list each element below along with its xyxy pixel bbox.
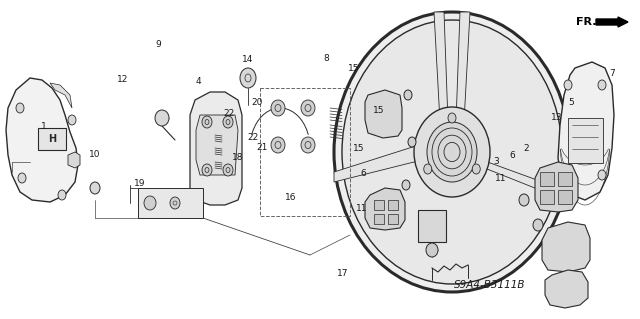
Ellipse shape (598, 170, 606, 180)
Ellipse shape (271, 137, 285, 153)
Ellipse shape (58, 190, 66, 200)
Ellipse shape (223, 164, 233, 176)
Bar (260, 88, 350, 216)
Text: 22: 22 (223, 109, 235, 118)
Ellipse shape (18, 173, 26, 183)
Bar (138, 188, 203, 218)
Text: 11: 11 (495, 174, 507, 183)
Text: 6: 6 (509, 151, 515, 160)
Bar (568, 118, 603, 163)
Text: 13: 13 (551, 113, 563, 122)
Text: 14: 14 (242, 55, 253, 63)
Text: 11: 11 (356, 204, 367, 213)
Ellipse shape (240, 68, 256, 88)
Polygon shape (434, 12, 448, 122)
Text: S9A4-B3111B: S9A4-B3111B (454, 280, 525, 290)
Polygon shape (68, 152, 80, 168)
Text: 8: 8 (324, 54, 329, 63)
Text: 5: 5 (568, 98, 573, 107)
Text: 10: 10 (89, 150, 100, 159)
Ellipse shape (342, 20, 562, 284)
Ellipse shape (424, 164, 432, 174)
Text: 20: 20 (252, 98, 263, 107)
Polygon shape (365, 188, 405, 230)
Ellipse shape (144, 196, 156, 210)
Text: 9: 9 (156, 40, 161, 48)
Text: 6: 6 (361, 169, 366, 178)
Ellipse shape (533, 219, 543, 231)
Bar (558, 190, 572, 204)
Bar (418, 210, 446, 242)
Bar (540, 190, 554, 204)
Text: FR.: FR. (576, 17, 596, 27)
Text: 2: 2 (524, 144, 529, 153)
Ellipse shape (426, 243, 438, 257)
Text: 1: 1 (41, 122, 46, 130)
Text: 15: 15 (373, 106, 385, 115)
Ellipse shape (427, 122, 477, 182)
Polygon shape (50, 83, 72, 108)
Ellipse shape (414, 107, 490, 197)
Polygon shape (334, 144, 422, 182)
Polygon shape (545, 270, 588, 308)
Bar (38, 128, 66, 150)
Ellipse shape (334, 12, 570, 292)
Text: 21: 21 (257, 143, 268, 152)
Ellipse shape (170, 197, 180, 209)
Bar (374, 214, 384, 224)
Ellipse shape (202, 164, 212, 176)
Ellipse shape (564, 80, 572, 90)
Ellipse shape (68, 115, 76, 125)
Ellipse shape (223, 116, 233, 128)
Text: 16: 16 (285, 193, 297, 202)
Text: 15: 15 (348, 64, 359, 73)
Ellipse shape (202, 116, 212, 128)
Ellipse shape (564, 170, 572, 180)
Polygon shape (190, 92, 242, 205)
Ellipse shape (519, 194, 529, 206)
Bar (388, 200, 398, 210)
Ellipse shape (301, 100, 315, 116)
Text: 17: 17 (337, 269, 348, 278)
FancyArrow shape (596, 17, 628, 27)
Ellipse shape (472, 164, 480, 174)
Polygon shape (558, 62, 614, 200)
Ellipse shape (16, 103, 24, 113)
Ellipse shape (155, 110, 169, 126)
Ellipse shape (408, 137, 416, 147)
Ellipse shape (271, 100, 285, 116)
Ellipse shape (404, 90, 412, 100)
Ellipse shape (402, 180, 410, 190)
Polygon shape (365, 90, 402, 138)
Text: 4: 4 (196, 77, 201, 86)
Bar (558, 172, 572, 186)
Text: 3: 3 (493, 157, 499, 166)
Text: 22: 22 (247, 133, 259, 142)
Bar (374, 200, 384, 210)
Polygon shape (196, 115, 238, 175)
Polygon shape (456, 12, 470, 122)
Bar (388, 214, 398, 224)
Polygon shape (535, 162, 578, 212)
Text: 19: 19 (134, 179, 145, 188)
Polygon shape (542, 222, 590, 272)
Ellipse shape (301, 137, 315, 153)
Polygon shape (482, 160, 570, 202)
Text: 7: 7 (610, 69, 615, 78)
Ellipse shape (448, 113, 456, 123)
Bar (540, 172, 554, 186)
Ellipse shape (598, 80, 606, 90)
Polygon shape (6, 78, 78, 202)
Text: 18: 18 (232, 153, 244, 162)
Ellipse shape (90, 182, 100, 194)
Text: 15: 15 (353, 144, 364, 153)
Text: H: H (48, 134, 56, 144)
Text: 12: 12 (117, 75, 129, 84)
